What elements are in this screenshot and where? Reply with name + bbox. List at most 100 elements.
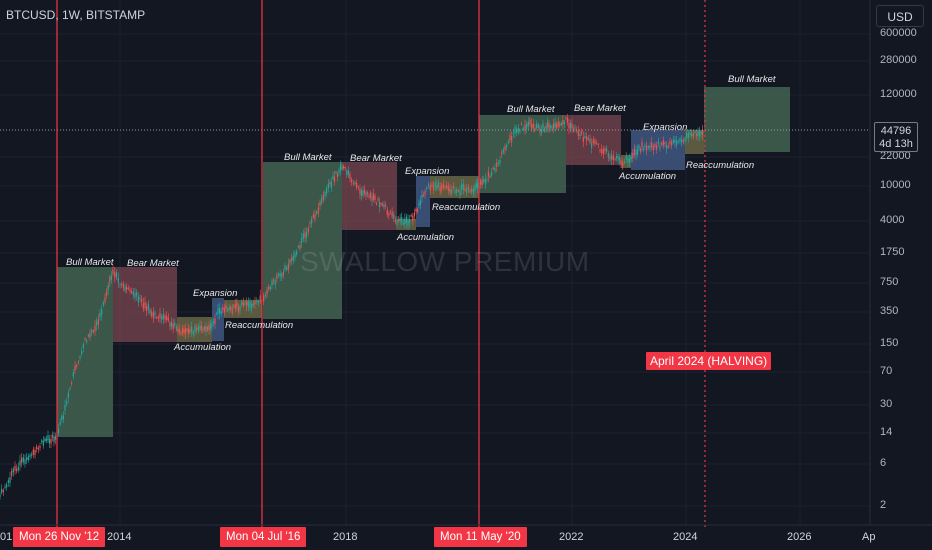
candle-body bbox=[319, 201, 321, 206]
candle-body bbox=[471, 188, 473, 192]
candle-body bbox=[701, 130, 704, 136]
candle-body bbox=[496, 162, 498, 167]
candle-body bbox=[410, 215, 412, 217]
bull-market-zone-1 bbox=[57, 267, 113, 437]
candle-body bbox=[652, 145, 654, 151]
candle-body bbox=[582, 136, 584, 142]
candle-body bbox=[672, 139, 674, 143]
candle-body bbox=[491, 171, 493, 176]
candle-body bbox=[557, 121, 559, 127]
candle-body bbox=[627, 158, 629, 163]
candle-body bbox=[405, 216, 408, 223]
candle-body bbox=[642, 148, 645, 150]
candle-body bbox=[237, 306, 240, 312]
candle-body bbox=[487, 171, 490, 177]
candle-body bbox=[618, 157, 621, 162]
candle-body bbox=[223, 308, 225, 313]
candle-body bbox=[552, 123, 555, 129]
date-marker-2012[interactable]: Mon 26 Nov '12 bbox=[13, 527, 106, 547]
candle-body bbox=[614, 158, 616, 160]
currency-button[interactable]: USD bbox=[876, 5, 924, 27]
phase-label-bull-4: Bull Market bbox=[728, 74, 776, 85]
candle-body bbox=[219, 307, 221, 314]
candle-body bbox=[228, 307, 230, 311]
candle-body bbox=[566, 118, 569, 123]
candle-body bbox=[104, 297, 106, 303]
candle-body bbox=[509, 135, 511, 140]
candle-body bbox=[215, 312, 218, 314]
phase-label-bull-2: Bull Market bbox=[284, 152, 332, 163]
price-label: 4000 bbox=[880, 214, 905, 226]
price-label: 10000 bbox=[880, 179, 911, 191]
candle-body bbox=[494, 167, 496, 172]
candle-body bbox=[217, 308, 219, 314]
candle-body bbox=[311, 218, 313, 224]
candle-body bbox=[254, 300, 256, 305]
candle-body bbox=[91, 330, 93, 333]
candle-body bbox=[697, 130, 699, 136]
candle-body bbox=[633, 148, 635, 155]
candle-body bbox=[587, 138, 589, 140]
halving-label[interactable]: April 2024 (HALVING) bbox=[646, 352, 772, 370]
candle-body bbox=[169, 322, 171, 327]
candle-body bbox=[156, 317, 158, 319]
candle-body bbox=[667, 146, 669, 148]
candle-body bbox=[277, 274, 280, 276]
symbol-title[interactable]: BTCUSD, 1W, BITSTAMP bbox=[6, 8, 146, 22]
candle-body bbox=[684, 138, 686, 142]
candle-body bbox=[692, 133, 694, 137]
candle-body bbox=[279, 272, 281, 277]
candle-body bbox=[676, 140, 678, 145]
candle-body bbox=[191, 327, 193, 333]
candle-body bbox=[287, 263, 289, 270]
bar-countdown: 4d 13h bbox=[879, 138, 913, 150]
candle-body bbox=[666, 144, 668, 149]
price-label: 6 bbox=[880, 457, 887, 469]
candle-body bbox=[391, 212, 393, 217]
candle-body bbox=[24, 459, 26, 464]
date-marker-2020[interactable]: Mon 11 May '20 bbox=[434, 527, 527, 547]
candle-body bbox=[559, 123, 561, 126]
candle-body bbox=[220, 310, 222, 315]
candle-body bbox=[166, 315, 168, 321]
candle-body bbox=[669, 140, 671, 144]
candle-body bbox=[184, 328, 187, 334]
candle-body bbox=[393, 214, 395, 219]
candle-body bbox=[208, 325, 210, 331]
candle-body bbox=[276, 275, 278, 279]
date-marker-2016[interactable]: Mon 04 Jul '16 bbox=[220, 527, 307, 547]
candle-body bbox=[326, 188, 328, 194]
phase-label-reacc-2: Reaccumulation bbox=[432, 202, 501, 213]
candle-body bbox=[656, 144, 658, 150]
candle-body bbox=[694, 131, 696, 133]
candle-body bbox=[562, 119, 564, 125]
candle-body bbox=[67, 392, 69, 398]
candle-body bbox=[9, 477, 11, 483]
candle-body bbox=[159, 312, 161, 319]
candle-body bbox=[211, 322, 213, 328]
candle-body bbox=[147, 303, 149, 310]
candle-body bbox=[296, 251, 298, 255]
candle-body bbox=[266, 290, 268, 295]
candle-body bbox=[172, 323, 174, 330]
candle-body bbox=[257, 300, 260, 304]
candle-body bbox=[402, 222, 404, 225]
candle-body bbox=[84, 338, 86, 340]
candle-body bbox=[291, 257, 293, 261]
phase-label-bear-2: Bear Market bbox=[350, 153, 402, 164]
candle-body bbox=[594, 140, 596, 145]
candle-body bbox=[526, 123, 528, 129]
candle-body bbox=[479, 180, 482, 185]
candle-body bbox=[77, 361, 79, 363]
candle-body bbox=[132, 291, 134, 296]
candle-body bbox=[543, 128, 546, 132]
candle-body bbox=[249, 302, 251, 308]
candle-body bbox=[214, 318, 216, 325]
candle-body bbox=[4, 486, 6, 488]
candle-body bbox=[404, 218, 406, 225]
time-label: 2022 bbox=[559, 531, 584, 543]
candle-body bbox=[424, 191, 426, 195]
candle-body bbox=[200, 325, 203, 330]
candle-body bbox=[657, 141, 659, 144]
